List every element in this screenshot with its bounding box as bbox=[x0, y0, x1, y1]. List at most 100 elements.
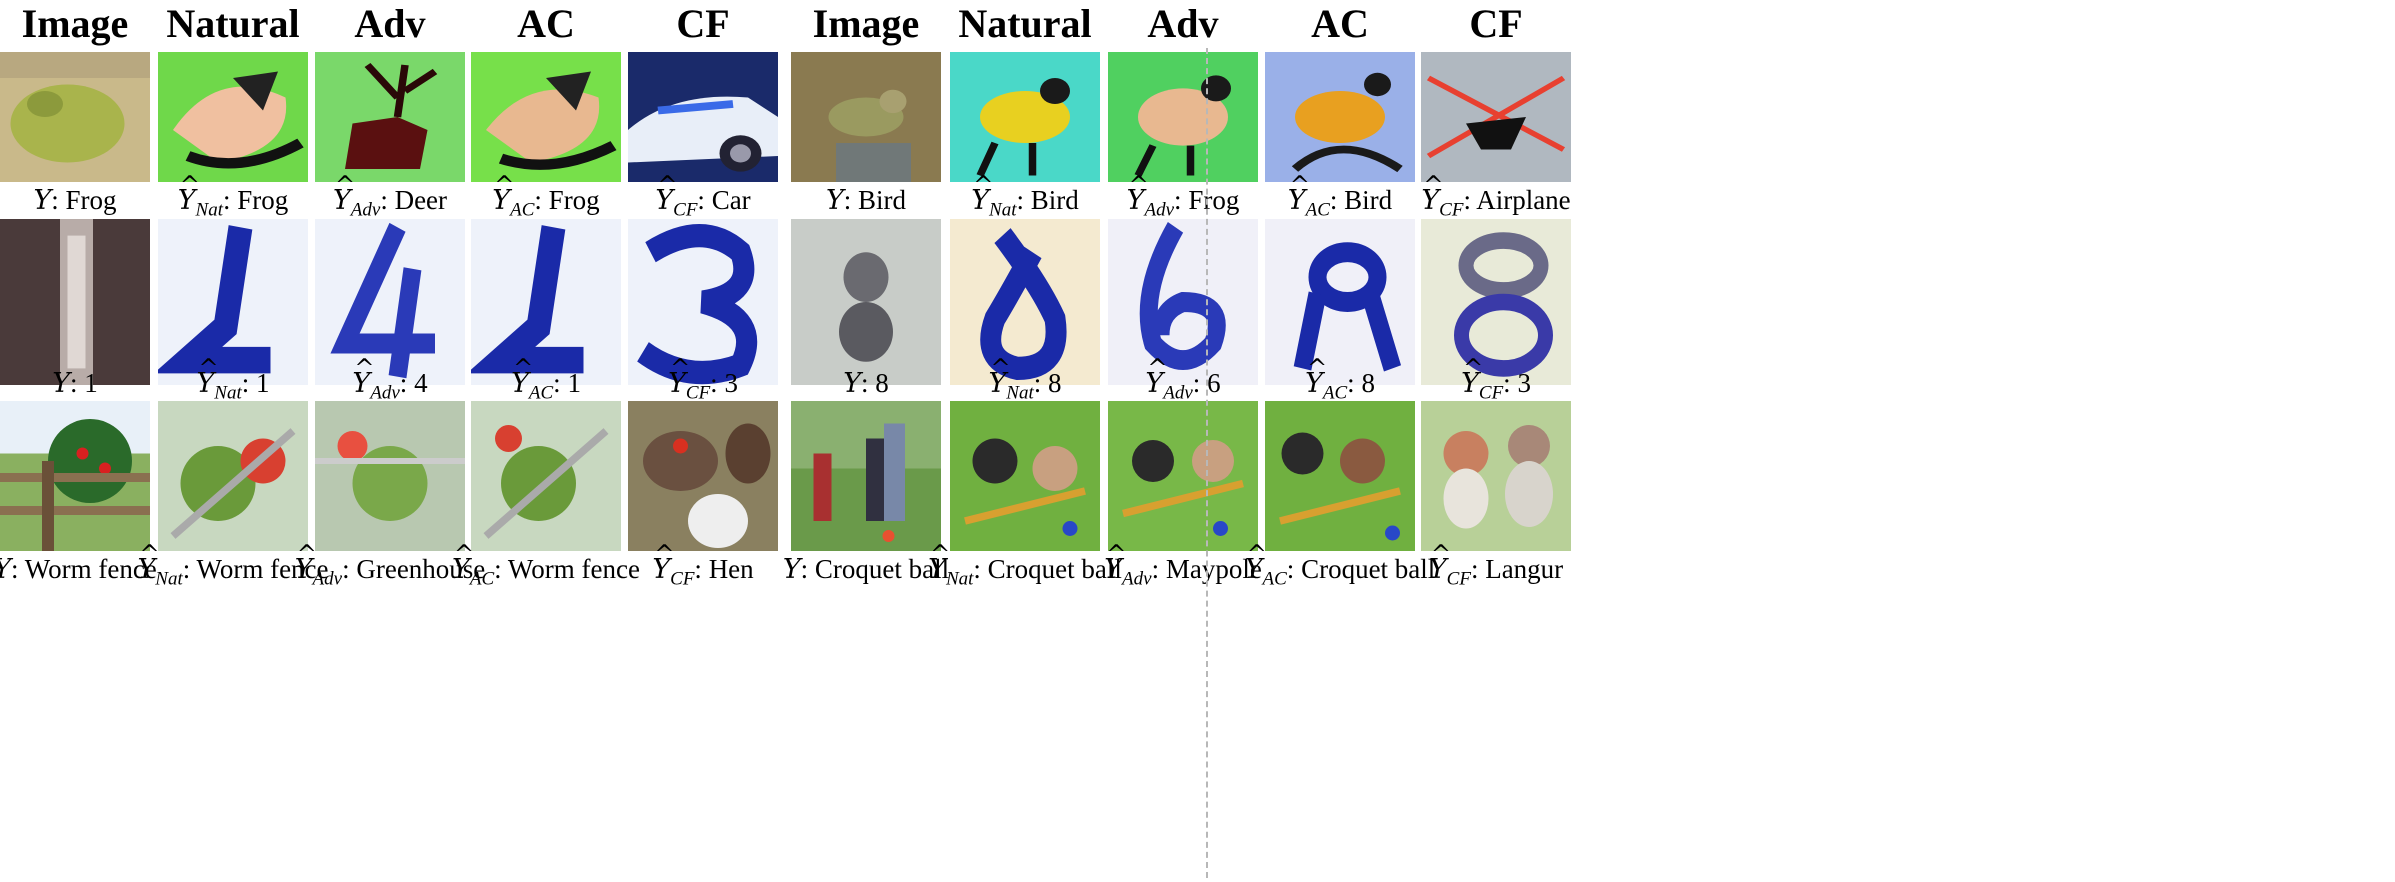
caption-symbol: Y bbox=[352, 351, 374, 401]
caption-colon: : bbox=[1503, 368, 1518, 398]
caption-label: 1 bbox=[84, 368, 98, 398]
caption-subscript: Adv bbox=[312, 568, 343, 590]
caption-symbol: Y bbox=[1461, 351, 1483, 401]
caption-subscript: CF bbox=[673, 199, 698, 221]
caption-colon: : bbox=[553, 368, 568, 398]
caption-colon: : bbox=[973, 554, 988, 584]
caption-symbol: Y bbox=[1104, 537, 1126, 587]
caption-symbol: Y bbox=[0, 554, 11, 585]
left-tile-r2-c0 bbox=[0, 401, 150, 551]
right-tile-r1-c0 bbox=[791, 219, 941, 385]
left-tile-r1-c0 bbox=[0, 219, 150, 385]
right-header-image: Image bbox=[812, 1, 920, 46]
caption-label: Bird bbox=[1344, 185, 1393, 215]
caption-subscript: Nat bbox=[195, 199, 223, 221]
left-header-adv: Adv bbox=[354, 1, 426, 46]
left-header-natural: Natural bbox=[166, 1, 300, 46]
caption-symbol: Y bbox=[137, 537, 159, 587]
caption-symbol: Y bbox=[178, 168, 200, 218]
left-tile-r0-c1 bbox=[158, 52, 308, 182]
right-caption-r0-c0: Y: Bird bbox=[746, 183, 986, 218]
caption-subscript: AC bbox=[469, 568, 495, 590]
left-caption-r0-c3: YAC: Frog bbox=[426, 168, 666, 227]
caption-label: 1 bbox=[567, 368, 581, 398]
caption-symbol: Y bbox=[655, 168, 677, 218]
caption-colon: : bbox=[1347, 368, 1362, 398]
caption-colon: : bbox=[51, 185, 66, 215]
right-caption-r2-c3: YAC: Croquet ball bbox=[1220, 537, 1460, 596]
caption-symbol: Y bbox=[1305, 351, 1327, 401]
caption-label: Frog bbox=[1188, 185, 1240, 215]
right-tile-r0-c1 bbox=[950, 52, 1100, 182]
left-header-cf: CF bbox=[676, 1, 730, 46]
caption-symbol: Y bbox=[1127, 168, 1149, 218]
caption-label: 3 bbox=[1517, 368, 1531, 398]
left-caption-r0-c4: YCF: Car bbox=[583, 168, 823, 227]
caption-colon: : bbox=[861, 368, 876, 398]
right-tile-r0-c4 bbox=[1421, 52, 1571, 182]
caption-subscript: Nat bbox=[1006, 382, 1034, 404]
right-caption-r0-c2: YAdv: Frog bbox=[1063, 168, 1303, 227]
right-caption-r2-c1: YNat: Croquet ball bbox=[905, 537, 1145, 596]
left-tile-r0-c2 bbox=[315, 52, 465, 182]
left-caption-r1-c4: YCF: 3 bbox=[583, 351, 823, 410]
caption-symbol: Y bbox=[1421, 168, 1443, 218]
caption-symbol: Y bbox=[668, 351, 690, 401]
caption-symbol: Y bbox=[333, 168, 355, 218]
left-caption-r2-c0: Y: Worm fence bbox=[0, 552, 195, 587]
caption-subscript: Adv bbox=[1163, 382, 1193, 404]
caption-subscript: Nat bbox=[155, 568, 183, 590]
caption-colon: : bbox=[380, 185, 395, 215]
caption-symbol: Y bbox=[652, 537, 674, 587]
caption-subscript: Nat bbox=[989, 199, 1017, 221]
caption-colon: : bbox=[399, 368, 415, 398]
caption-subscript: AC bbox=[510, 199, 535, 221]
right-tile-r2-c1 bbox=[950, 401, 1100, 551]
caption-label: Worm fence bbox=[507, 554, 640, 584]
right-tile-r2-c3 bbox=[1265, 401, 1415, 551]
caption-colon: : bbox=[182, 554, 197, 584]
right-tile-r0-c2 bbox=[1108, 52, 1258, 182]
caption-colon: : bbox=[1016, 185, 1031, 215]
caption-subscript: CF bbox=[1439, 199, 1464, 221]
left-header-ac: AC bbox=[517, 1, 575, 46]
right-caption-r0-c4: YCF: Airplane bbox=[1376, 168, 1616, 227]
right-tile-r2-c2 bbox=[1108, 401, 1258, 551]
left-caption-r0-c1: YNat: Frog bbox=[113, 168, 353, 227]
caption-colon: : bbox=[1329, 185, 1345, 215]
left-tile-r2-c3 bbox=[471, 401, 621, 551]
left-tile-r1-c2 bbox=[315, 219, 465, 385]
caption-colon: : bbox=[800, 554, 815, 584]
caption-colon: : bbox=[1033, 368, 1049, 398]
caption-subscript: CF bbox=[685, 382, 711, 404]
caption-label: Croquet ball bbox=[1301, 554, 1436, 584]
left-tile-r0-c4 bbox=[628, 52, 778, 182]
right-header-cf: CF bbox=[1469, 1, 1523, 46]
left-caption-r0-c2: YAdv: Deer bbox=[270, 168, 510, 227]
right-caption-r2-c4: YCF: Langur bbox=[1376, 537, 1616, 596]
right-caption-r1-c2: YAdv: 6 bbox=[1063, 351, 1303, 410]
caption-subscript: AC bbox=[1305, 199, 1330, 221]
left-caption-r1-c3: YAC: 1 bbox=[426, 351, 666, 410]
right-tile-r1-c1 bbox=[950, 219, 1100, 385]
caption-subscript: CF bbox=[1446, 568, 1471, 590]
caption-subscript: CF bbox=[1478, 382, 1504, 404]
right-header-adv: Adv bbox=[1147, 1, 1219, 46]
caption-subscript: AC bbox=[1262, 568, 1287, 590]
left-caption-r1-c2: YAdv: 4 bbox=[270, 351, 510, 410]
left-caption-r1-c1: YNat: 1 bbox=[113, 351, 353, 410]
caption-colon: : bbox=[534, 185, 549, 215]
caption-symbol: Y bbox=[988, 351, 1010, 401]
caption-label: Car bbox=[711, 185, 751, 215]
left-tile-r2-c1 bbox=[158, 401, 308, 551]
right-tile-r0-c3 bbox=[1265, 52, 1415, 182]
left-caption-r1-c0: Y: 1 bbox=[0, 366, 195, 401]
caption-label: Frog bbox=[65, 185, 117, 215]
left-caption-r0-c0: Y: Frog bbox=[0, 183, 195, 218]
right-tile-r1-c4 bbox=[1421, 219, 1571, 385]
caption-colon: : bbox=[697, 185, 712, 215]
caption-subscript: Adv bbox=[1144, 199, 1175, 221]
caption-label: 3 bbox=[724, 368, 738, 398]
left-tile-r1-c1 bbox=[158, 219, 308, 385]
caption-symbol: Y bbox=[1245, 537, 1267, 587]
